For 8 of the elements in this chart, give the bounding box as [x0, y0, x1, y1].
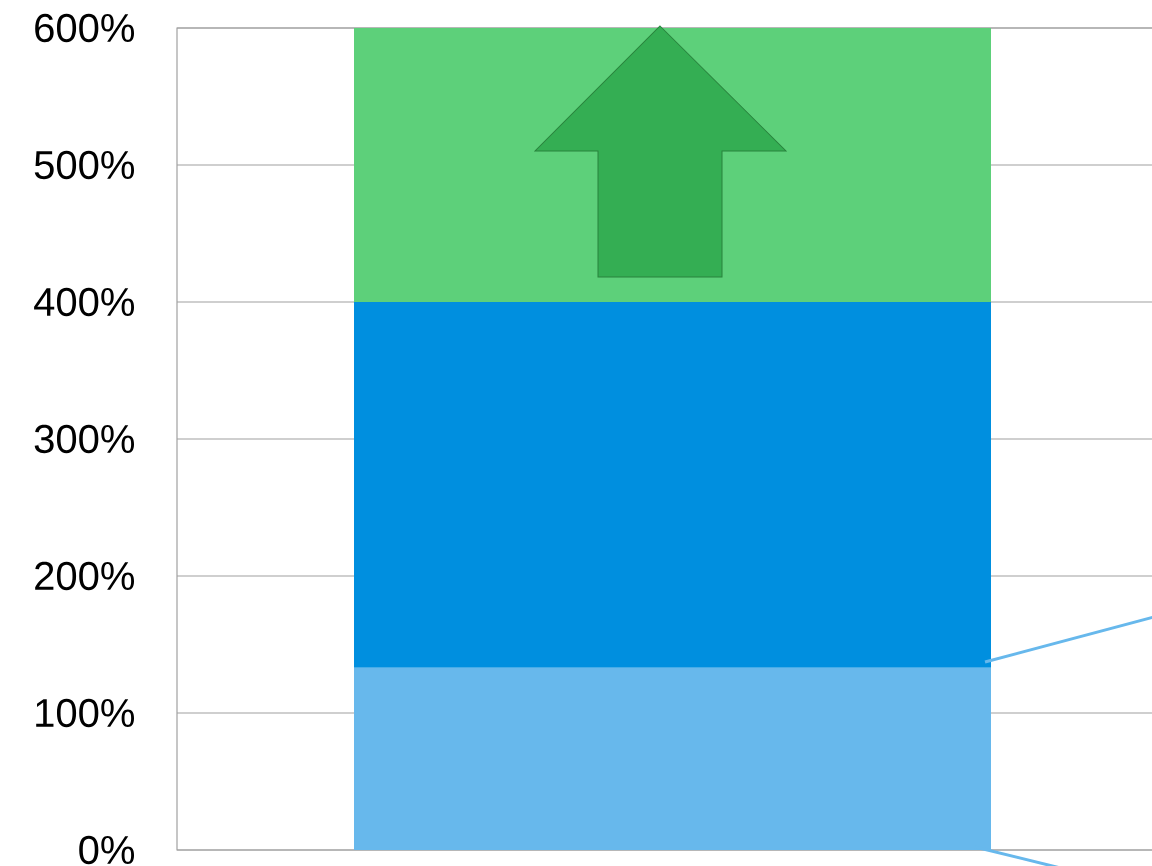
- y-tick-label: 500%: [34, 150, 135, 180]
- y-tick-label: 400%: [34, 287, 135, 317]
- y-tick-label: 0%: [79, 835, 135, 865]
- bar: [354, 301, 991, 668]
- y-tick-label: 200%: [35, 561, 135, 591]
- y-tick-label: 300%: [34, 424, 135, 454]
- y-tick-label: 100%: [36, 698, 135, 728]
- y-tick-label: 600%: [35, 13, 135, 43]
